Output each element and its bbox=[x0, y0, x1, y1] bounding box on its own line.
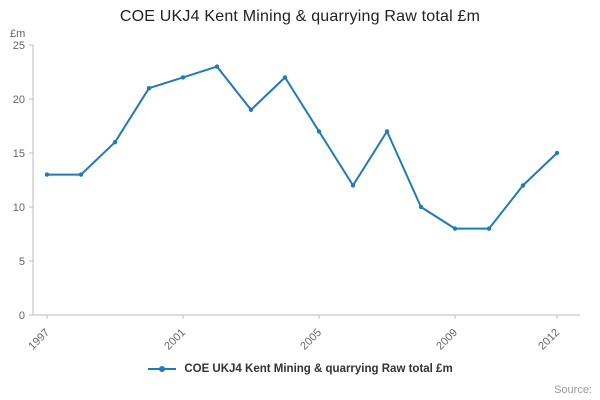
data-point-marker bbox=[214, 64, 220, 69]
data-point-marker bbox=[418, 204, 424, 210]
data-point-marker bbox=[384, 129, 390, 134]
source-label: Source: bbox=[554, 384, 592, 396]
x-tick-label: 2005 bbox=[298, 327, 324, 353]
data-point-marker bbox=[282, 75, 288, 80]
y-tick-label: 5 bbox=[19, 256, 25, 268]
data-point-marker bbox=[180, 75, 186, 80]
data-point-marker bbox=[554, 150, 560, 156]
data-point-marker bbox=[78, 172, 84, 177]
data-point-marker bbox=[44, 172, 50, 177]
data-point-marker bbox=[112, 140, 118, 145]
data-point-marker bbox=[486, 226, 492, 231]
y-tick-label: 25 bbox=[13, 40, 25, 52]
y-tick-label: 10 bbox=[13, 202, 25, 214]
data-point-marker bbox=[452, 226, 458, 231]
y-tick-label: 0 bbox=[19, 310, 25, 322]
legend-line-icon bbox=[148, 366, 177, 372]
legend-label: COE UKJ4 Kent Mining & quarrying Raw tot… bbox=[184, 363, 453, 375]
chart-title: COE UKJ4 Kent Mining & quarrying Raw tot… bbox=[119, 8, 481, 25]
x-tick-label: 1997 bbox=[26, 327, 52, 353]
x-tick-label: 2009 bbox=[434, 327, 460, 353]
data-point-marker bbox=[146, 86, 152, 91]
series-line bbox=[46, 65, 558, 230]
y-tick-label: 15 bbox=[13, 148, 25, 160]
data-point-marker bbox=[316, 129, 322, 134]
x-tick-label: 2012 bbox=[536, 327, 562, 353]
legend: COE UKJ4 Kent Mining & quarrying Raw tot… bbox=[0, 363, 600, 375]
data-point-marker bbox=[350, 183, 356, 188]
x-tick-label: 2001 bbox=[162, 327, 188, 353]
data-point-marker bbox=[248, 107, 254, 113]
y-axis-unit-label: £m bbox=[10, 28, 26, 40]
data-point-marker bbox=[520, 183, 526, 188]
line-chart: 0 5 10 15 20 25 1997 2001 2005 2009 2012 bbox=[13, 40, 580, 353]
y-tick-label: 20 bbox=[13, 94, 25, 106]
